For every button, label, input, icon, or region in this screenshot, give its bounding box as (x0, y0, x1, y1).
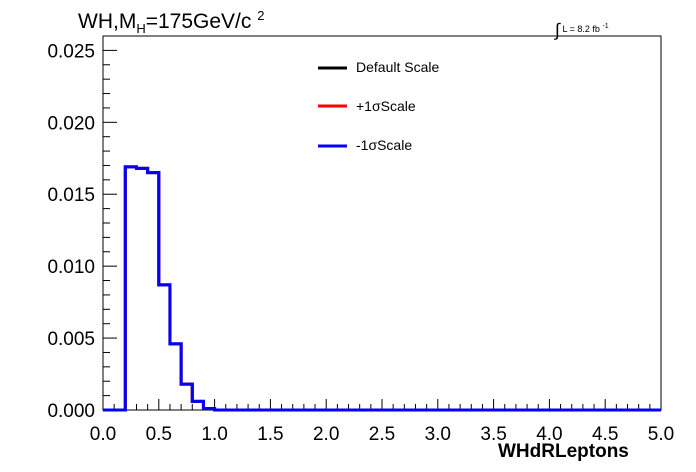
x-tick-label: 2.5 (369, 424, 395, 445)
lumi-exponent: -1 (602, 23, 609, 30)
x-tick-label: 4.0 (536, 424, 562, 445)
legend-label-default: Default Scale (356, 59, 440, 75)
x-tick-label: 4.5 (592, 424, 618, 445)
integral-icon: ∫ (555, 20, 560, 40)
x-tick-label: 0.0 (90, 424, 116, 445)
x-tick-label: 1.0 (201, 424, 227, 445)
plot-frame (102, 35, 662, 411)
histogram-series-0 (103, 165, 661, 412)
series-lines (103, 165, 661, 412)
y-tick-label: 0.005 (47, 329, 95, 350)
luminosity-label: ∫ L = 8.2 fb -1 (555, 16, 609, 40)
title-mass: =175GeV/c (145, 10, 252, 33)
lumi-text: L = 8.2 fb (562, 24, 600, 34)
plot-title: WH,MH=175GeV/c 2 (78, 8, 264, 36)
y-tick-label: 0.000 (47, 401, 95, 422)
title-superscript: 2 (257, 8, 265, 23)
x-axis-title: WHdRLeptons (498, 441, 629, 462)
y-tick-label: 0.025 (47, 41, 95, 62)
legend-lines (318, 66, 347, 148)
x-tick-label: 0.5 (146, 424, 172, 445)
x-tick-label: 3.5 (480, 424, 506, 445)
legend-label-minus: -1σScale (356, 137, 413, 153)
legend-label-plus: +1σScale (356, 98, 416, 114)
axes: 0.0 0.5 1.0 1.5 2.0 2.5 3.0 3.5 4.0 4.5 5.0 0.000 0.… (47, 35, 674, 445)
x-tick-label: 3.0 (425, 424, 451, 445)
y-tick-label: 0.015 (47, 185, 95, 206)
title-subscript: H (136, 21, 146, 37)
y-tick-label: 0.020 (47, 113, 95, 134)
y-tick-label: 0.010 (47, 257, 95, 278)
x-tick-label: 2.0 (313, 424, 339, 445)
x-tick-label: 5.0 (648, 424, 674, 445)
histogram-series-2 (103, 165, 661, 412)
histogram-series-1 (103, 165, 661, 412)
title-process: WH,M (78, 10, 137, 33)
x-tick-label: 1.5 (257, 424, 283, 445)
